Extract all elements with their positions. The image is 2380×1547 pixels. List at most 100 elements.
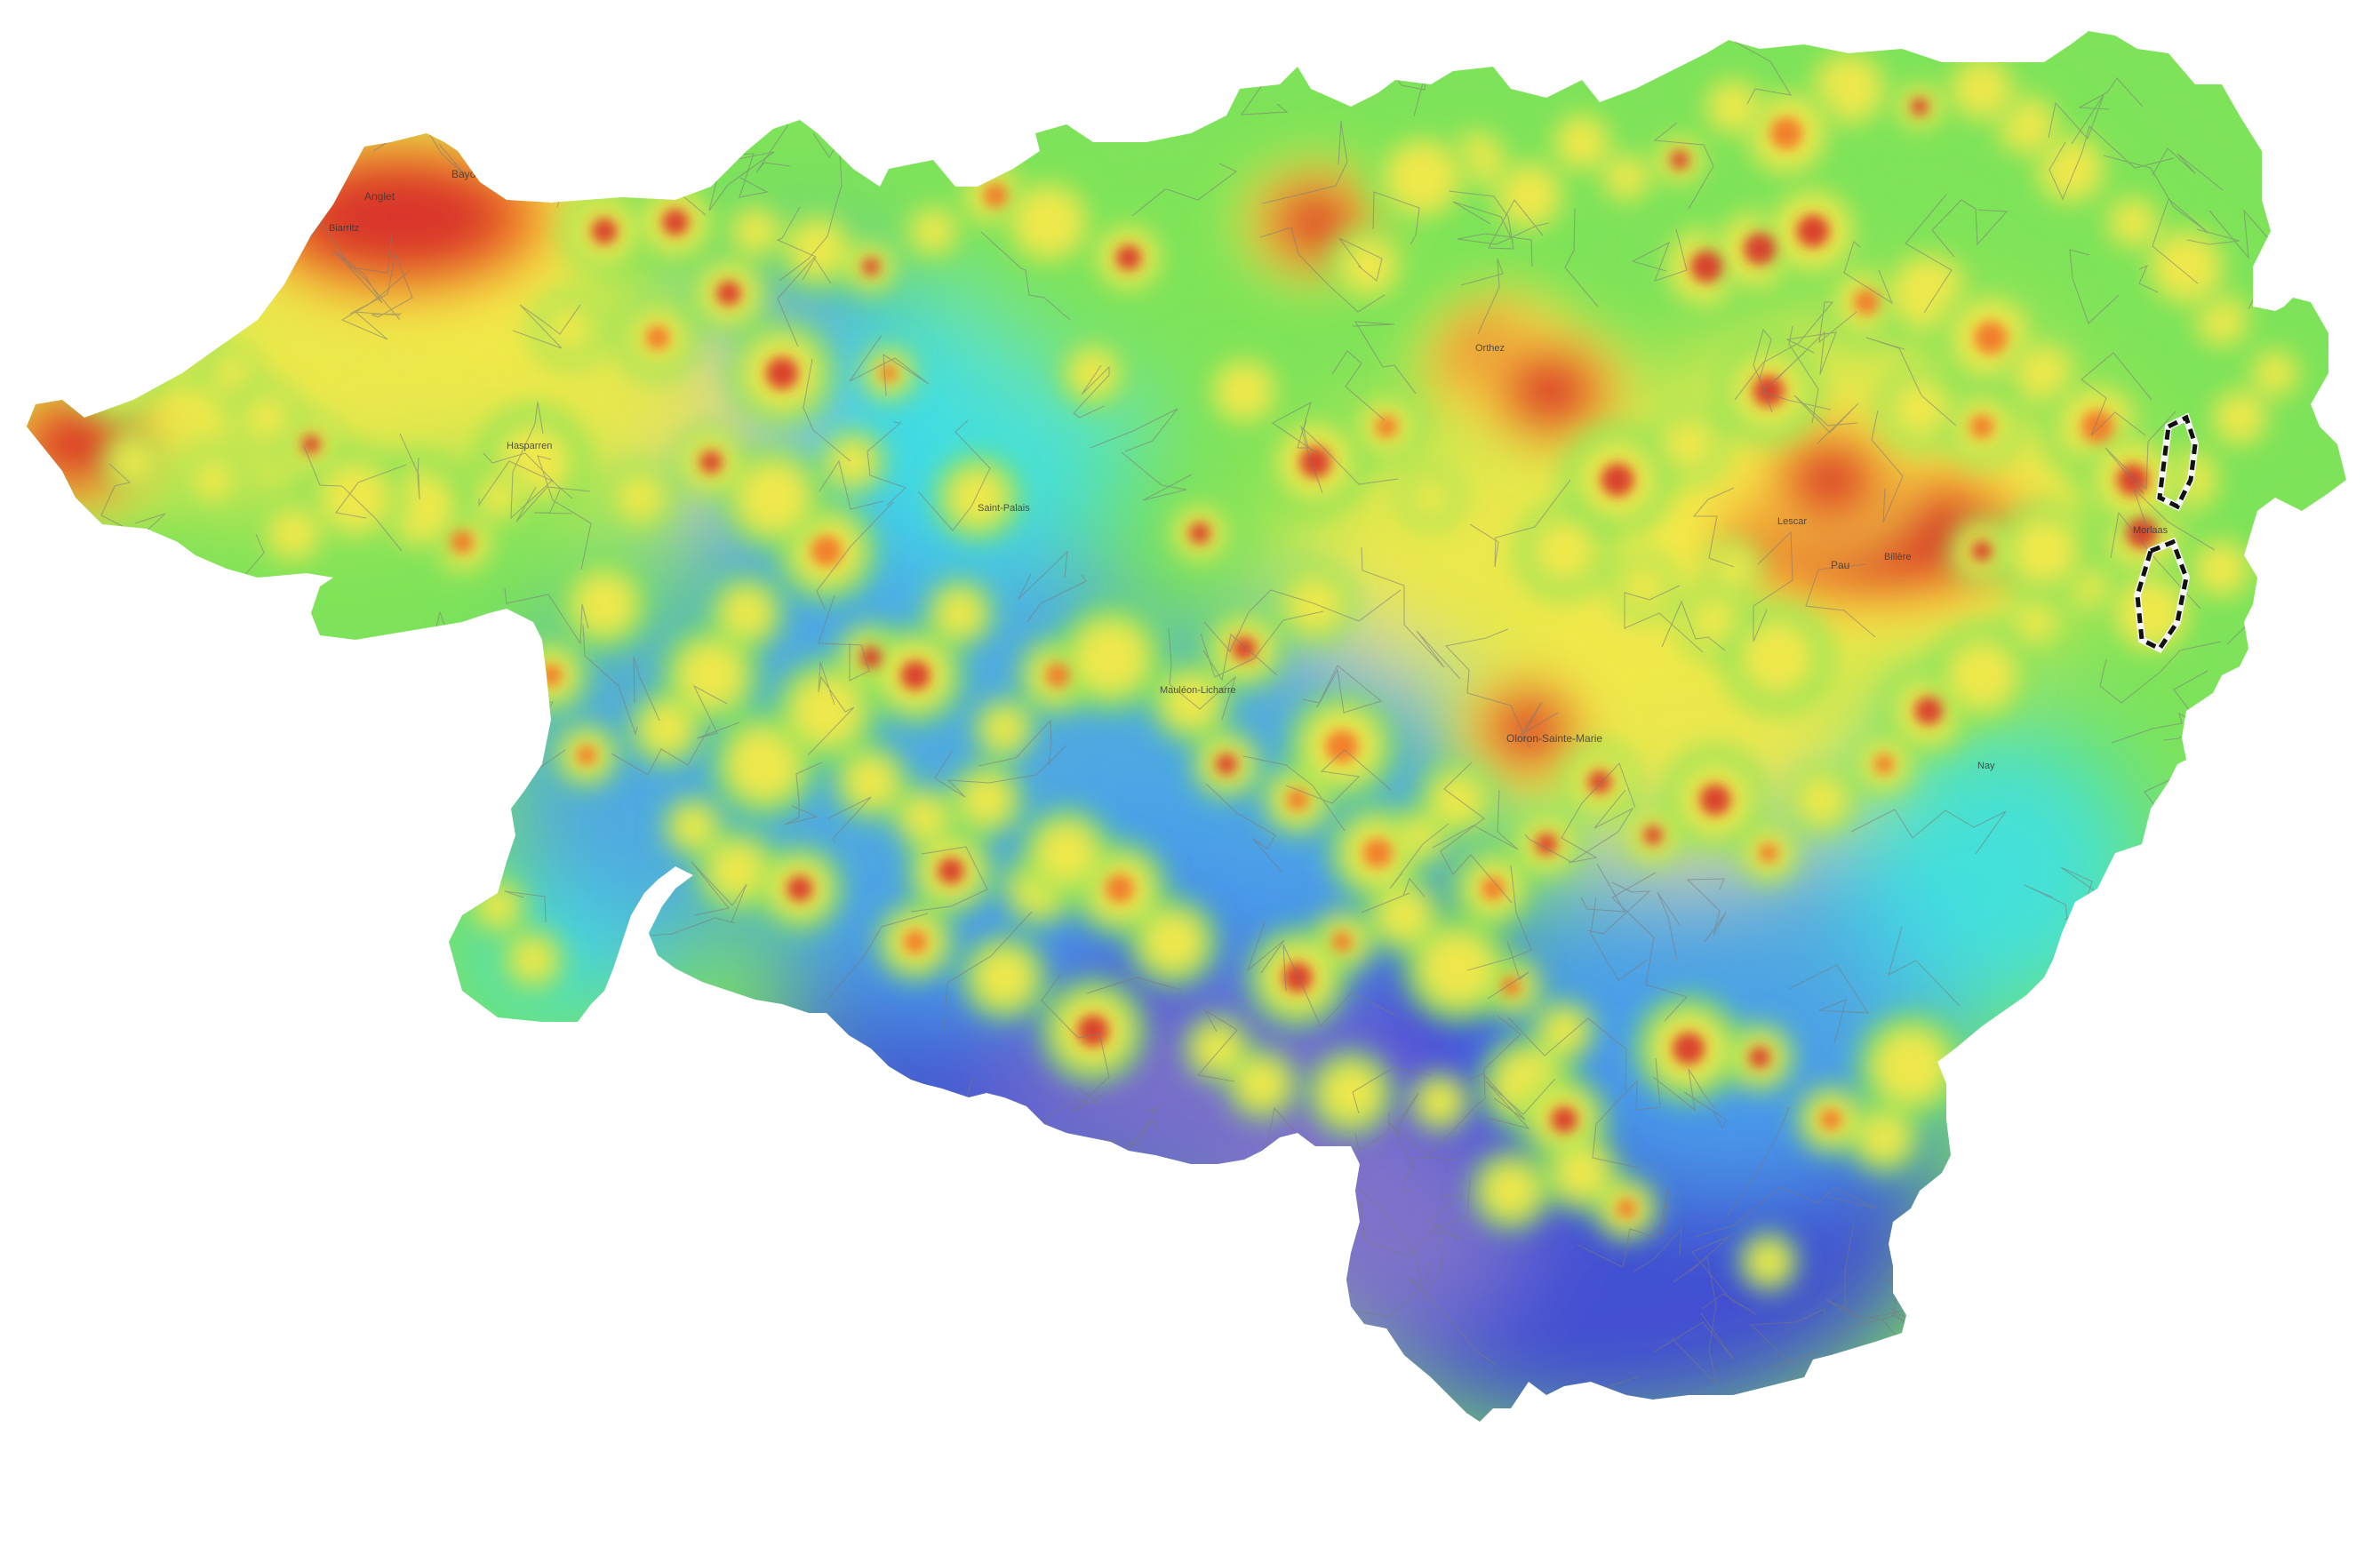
hotspot-core-7 <box>1276 190 1354 254</box>
commune-boundary-208 <box>710 1017 769 1140</box>
commune-boundary-128 <box>811 1251 891 1336</box>
town-halo-92 <box>1194 1025 1241 1072</box>
town-halo-67 <box>1341 239 1396 294</box>
town-core-75 <box>2081 410 2114 443</box>
commune-boundary-239 <box>1086 977 1182 994</box>
town-halo-120 <box>476 476 519 519</box>
commune-boundary-49 <box>1725 1106 1790 1219</box>
exclave-border-1 <box>2135 538 2189 652</box>
commune-boundary-82 <box>777 257 832 347</box>
commune-boundary-156 <box>1112 1217 1193 1288</box>
town-core-32 <box>1362 838 1393 868</box>
commune-boundary-196 <box>1285 749 1392 804</box>
town-core-59 <box>1769 116 1803 150</box>
commune-boundary-157 <box>1865 337 1957 427</box>
commune-boundary-11 <box>512 304 581 349</box>
commune-boundary-15 <box>1564 208 1599 307</box>
commune-boundary-127 <box>784 762 823 825</box>
town-halo-63 <box>1556 116 1608 168</box>
commune-boundary-97 <box>1577 1188 1669 1268</box>
town-halo-95 <box>1419 1081 1460 1122</box>
commune-boundary-200 <box>1460 258 1504 335</box>
town-core-30 <box>1286 788 1309 811</box>
town-halo-126 <box>210 352 252 395</box>
commune-boundary-17 <box>501 1107 638 1168</box>
commune-boundary-25 <box>1203 589 1402 652</box>
town-core-35 <box>1481 876 1505 901</box>
town-core-116 <box>938 857 964 884</box>
commune-boundary-229 <box>1657 891 1681 961</box>
town-core-91 <box>1077 1015 1109 1047</box>
town-core-24 <box>1045 663 1070 688</box>
town-halo-18 <box>728 728 801 801</box>
commune-boundary-222 <box>1200 1179 1349 1240</box>
commune-boundary-68 <box>1905 194 1953 314</box>
commune-boundary-201 <box>2138 264 2159 293</box>
label-saint-palais: Saint-Palais <box>978 503 1030 514</box>
commune-boundary-55 <box>1507 1017 1627 1091</box>
commune-boundary-120 <box>672 1381 719 1416</box>
town-halo-89 <box>2116 578 2185 648</box>
town-halo-131 <box>268 507 319 559</box>
commune-boundary-138 <box>2069 249 2120 324</box>
town-core-38 <box>1643 825 1663 845</box>
town-core-143 <box>699 451 723 474</box>
commune-boundary-144 <box>1561 762 1636 864</box>
town-core-108 <box>1500 976 1521 997</box>
town-halo-87 <box>2011 518 2077 584</box>
town-core-47 <box>2126 517 2158 549</box>
commune-boundary-93 <box>324 1102 404 1165</box>
commune-boundary-217 <box>94 1054 159 1148</box>
commune-boundary-137 <box>1131 163 1238 217</box>
town-core-6 <box>1188 522 1211 545</box>
commune-boundary-31 <box>616 51 701 134</box>
commune-boundary-56 <box>491 1045 537 1109</box>
town-core-121 <box>450 530 475 554</box>
label-orthez: Orthez <box>1475 343 1505 354</box>
town-halo-41 <box>1797 775 1847 825</box>
commune-boundary-133 <box>2104 411 2176 495</box>
town-halo-148 <box>511 937 555 982</box>
commune-boundary-111 <box>515 486 591 522</box>
town-halo-102 <box>1859 1112 1909 1162</box>
town-core-103 <box>1749 1047 1770 1068</box>
commune-boundary-184 <box>1427 1176 1471 1240</box>
commune-boundary-112 <box>32 627 147 704</box>
commune-boundary-70 <box>692 684 740 739</box>
town-halo-44 <box>1947 641 2017 710</box>
label-oloron: Oloron-Sainte-Marie <box>1506 732 1602 745</box>
commune-boundary-140 <box>934 745 1067 798</box>
commune-boundary-225 <box>867 421 907 506</box>
town-glow-127 <box>139 307 217 386</box>
town-halo-54 <box>2040 138 2102 200</box>
commune-boundary-151 <box>1611 872 1689 1022</box>
commune-boundary-204 <box>1761 352 1832 411</box>
town-core-136 <box>862 258 880 275</box>
commune-boundary-213 <box>1921 1177 1992 1270</box>
commune-boundary-74 <box>533 487 572 514</box>
commune-boundary-249 <box>69 79 150 168</box>
commune-boundary-191 <box>2103 155 2209 284</box>
commune-boundary-159 <box>1200 610 1324 678</box>
commune-boundary-218 <box>200 235 251 307</box>
town-halo-12 <box>544 304 594 354</box>
label-billere: Billère <box>1884 552 1912 562</box>
commune-boundary-61 <box>1524 789 1634 863</box>
commune-boundary-19 <box>1793 395 1859 444</box>
commune-boundary-171 <box>1354 1112 1390 1152</box>
commune-boundary-2 <box>1653 122 1714 210</box>
commune-boundary-123 <box>100 463 166 537</box>
commune-boundary-130 <box>523 96 608 142</box>
commune-boundary-175 <box>1299 425 1399 494</box>
commune-boundary-235 <box>1090 408 1178 452</box>
town-halo-134 <box>734 210 777 252</box>
commune-boundary-117 <box>428 610 549 740</box>
commune-boundary-178 <box>779 136 843 282</box>
commune-boundary-107 <box>1313 1202 1443 1299</box>
commune-boundary-141 <box>1432 789 1519 850</box>
commune-boundary-20 <box>1246 921 1285 974</box>
commune-boundary-182 <box>1026 574 1087 623</box>
commune-boundary-231 <box>964 1178 1030 1246</box>
commune-boundary-207 <box>1871 410 1904 523</box>
